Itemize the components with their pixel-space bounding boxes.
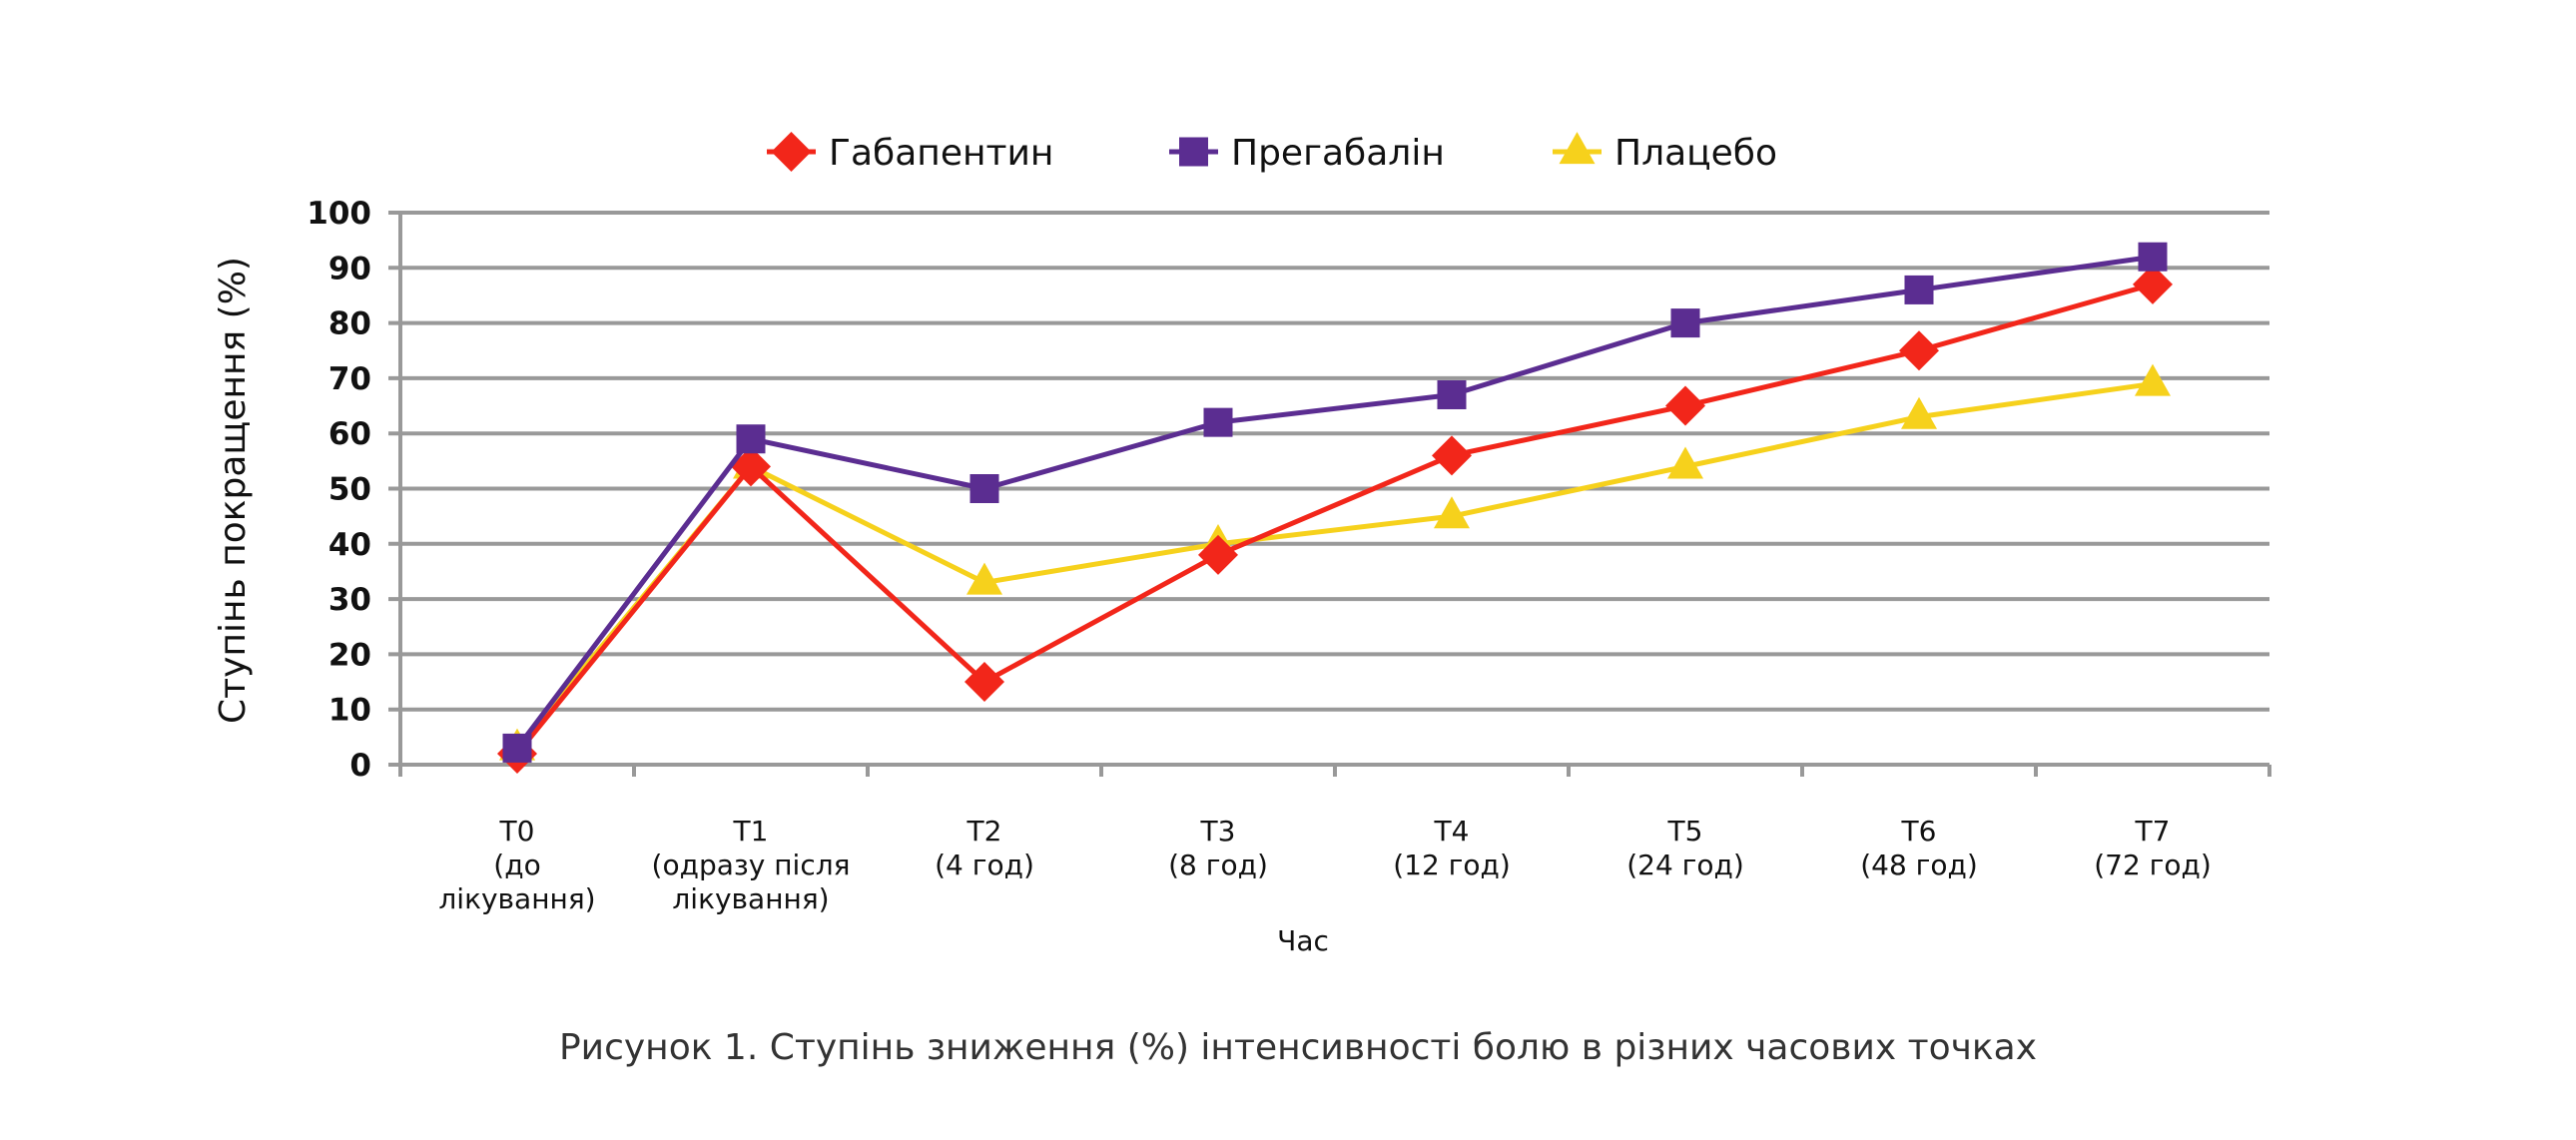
x-tick-label: T2 (4 год): [935, 815, 1034, 881]
x-tick-label-line: T1: [733, 815, 769, 848]
data-point-square: [1904, 275, 1934, 304]
y-tick-label: 60: [328, 416, 371, 452]
legend-label: Прегабалін: [1231, 133, 1445, 174]
data-point-square: [1437, 379, 1467, 409]
figure-caption: Рисунок 1. Ступінь зниження (%) інтенсив…: [559, 1027, 2037, 1068]
data-point-triangle: [1667, 446, 1703, 479]
x-tick-label-line: (24 год): [1626, 849, 1744, 881]
y-tick-label: 40: [328, 527, 371, 563]
y-tick-labels: 0 10 20 30 40 50 60 70 80 90 100: [307, 196, 371, 784]
y-tick-label: 20: [328, 637, 371, 673]
series-line: [515, 282, 2154, 756]
series-layer: [497, 242, 2173, 774]
y-axis-title: Ступінь покращення (%): [213, 257, 254, 724]
x-tick-labels: T0 (до лікування)T1 (одразу після лікування)…: [438, 815, 2211, 915]
y-tick-label: 100: [307, 196, 371, 232]
data-point-square: [1670, 308, 1700, 338]
legend-item: Плацебо: [1553, 132, 1777, 174]
y-tick-label: 10: [328, 693, 371, 729]
data-point-triangle: [966, 562, 1002, 595]
x-tick-label-line: (12 год): [1393, 849, 1511, 881]
x-axis-title: Час: [1277, 924, 1329, 957]
x-tick-label-line: (72 год): [2094, 849, 2212, 881]
x-tick-label-line: (8 год): [1168, 849, 1268, 881]
series-diamond: [497, 264, 2173, 774]
legend-marker-diamond-icon: [771, 132, 812, 172]
x-tick-label-line: лікування): [672, 882, 829, 915]
x-tick-label-line: (одразу після: [652, 849, 851, 881]
x-tick-label-line: T5: [1667, 815, 1703, 848]
x-tick-label: T4 (12 год): [1393, 815, 1511, 881]
y-tick-label: 70: [328, 361, 371, 397]
x-tick-label-line: T6: [1901, 815, 1937, 848]
y-tick-label: 90: [328, 251, 371, 286]
series-line: [515, 254, 2154, 750]
series-line: [515, 380, 2154, 751]
x-tick-label: T7 (72 год): [2094, 815, 2212, 881]
data-point-diamond: [1899, 330, 1939, 371]
x-tick-label: T6 (48 год): [1860, 815, 1978, 881]
y-tick-label: 80: [328, 306, 371, 342]
legend-item: Габапентин: [767, 132, 1053, 174]
data-point-triangle: [1434, 496, 1470, 529]
x-tick-label: T0 (до лікування): [438, 815, 595, 915]
data-point-diamond: [1198, 534, 1238, 575]
x-tick-label-line: T7: [2135, 815, 2171, 848]
x-tick-label-line: (48 год): [1860, 849, 1978, 881]
x-tick-label-line: T0: [499, 815, 535, 848]
series-square: [502, 242, 2168, 763]
legend-label: Плацебо: [1614, 133, 1777, 174]
data-point-triangle: [2135, 363, 2171, 396]
series-triangle: [499, 363, 2171, 761]
x-tick-label: T3 (8 год): [1168, 815, 1268, 881]
legend-item: Прегабалін: [1169, 133, 1445, 174]
x-tick-label-line: T2: [966, 815, 1002, 848]
data-point-diamond: [965, 662, 1004, 703]
x-tick-label: T1 (одразу після лікування): [652, 815, 851, 915]
legend: Габапентин Прегабалін Плацебо: [767, 132, 1777, 174]
data-point-diamond: [1665, 385, 1705, 426]
y-tick-label: 50: [328, 472, 371, 508]
x-tick-label-line: (до: [493, 849, 540, 881]
x-tick-label-line: лікування): [438, 882, 595, 915]
data-point-square: [969, 474, 999, 503]
y-tick-label: 30: [328, 582, 371, 618]
x-tick-label-line: (4 год): [935, 849, 1034, 881]
axes: [398, 213, 2271, 777]
data-point-diamond: [731, 446, 771, 487]
data-point-square: [2138, 242, 2168, 272]
data-point-triangle: [1901, 396, 1937, 429]
legend-label: Габапентин: [829, 133, 1053, 174]
gridlines: [388, 211, 2269, 767]
x-tick-label-line: T4: [1434, 815, 1470, 848]
x-tick-label-line: T3: [1200, 815, 1236, 848]
data-point-diamond: [1432, 435, 1472, 476]
legend-marker-square-icon: [1179, 137, 1208, 167]
data-point-square: [736, 424, 766, 454]
y-tick-label: 0: [349, 748, 371, 784]
data-point-diamond: [2133, 264, 2173, 304]
legend-marker-triangle-icon: [1559, 132, 1596, 165]
x-tick-label: T5 (24 год): [1626, 815, 1744, 881]
data-point-square: [1203, 407, 1233, 437]
data-point-square: [502, 733, 532, 763]
